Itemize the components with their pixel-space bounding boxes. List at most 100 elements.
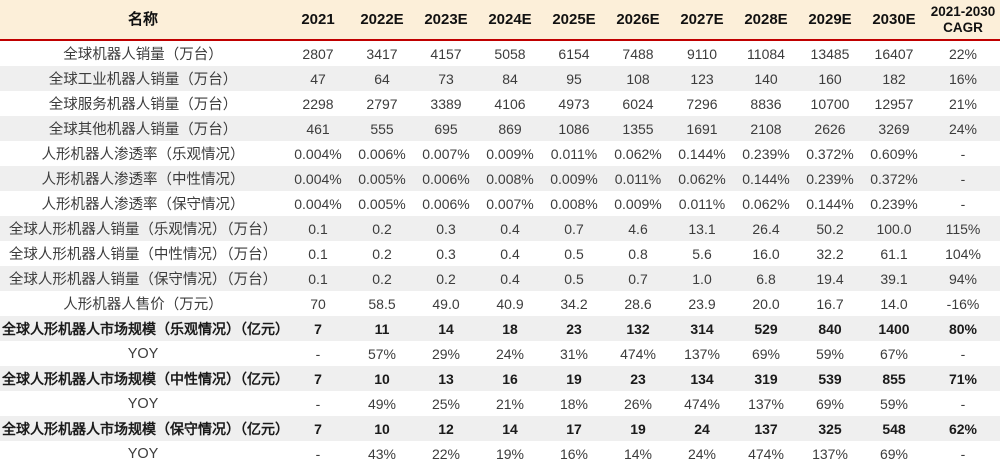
column-header-year: 2028E xyxy=(734,0,798,41)
table-row: 全球其他机器人销量（万台） 461 555 695 869 1086 1355 1691 210… xyxy=(0,116,1000,141)
cell-value: 3389 xyxy=(414,91,478,116)
cell-value: 0.005% xyxy=(350,191,414,216)
column-header-cagr: 2021-2030 CAGR xyxy=(926,0,1000,41)
cell-value: 69% xyxy=(798,391,862,416)
cell-value: 115% xyxy=(926,216,1000,241)
cell-value: 7488 xyxy=(606,40,670,66)
cell-value: 0.4 xyxy=(478,216,542,241)
cell-value: 80% xyxy=(926,316,1000,341)
cell-value: 39.1 xyxy=(862,266,926,291)
cell-value: 0.011% xyxy=(670,191,734,216)
cell-value: 67% xyxy=(862,341,926,366)
cell-value: 474% xyxy=(734,441,798,466)
cell-value: 0.009% xyxy=(542,166,606,191)
cell-value: 5.6 xyxy=(670,241,734,266)
cell-value: 16 xyxy=(478,366,542,391)
table-row: YOY -57% 29% 24% 31% 474% 137% 69% 59% 67% - xyxy=(0,341,1000,366)
cell-value: 58.5 xyxy=(350,291,414,316)
cell-value: 2626 xyxy=(798,116,862,141)
cell-value: 0.8 xyxy=(606,241,670,266)
cell-value: 7296 xyxy=(670,91,734,116)
cell-value: 94% xyxy=(926,266,1000,291)
table-row: 人形机器人渗透率（中性情况） 0.004% 0.005% 0.006% 0.008% 0.… xyxy=(0,166,1000,191)
cell-value: 0.144% xyxy=(798,191,862,216)
cell-value: 12 xyxy=(414,416,478,441)
table-row: 全球服务机器人销量（万台） 2298 2797 3389 4106 4973 6024 729… xyxy=(0,91,1000,116)
cell-value: 0.7 xyxy=(606,266,670,291)
cell-value: 137 xyxy=(734,416,798,441)
cell-value: 19.4 xyxy=(798,266,862,291)
cell-value: 0.006% xyxy=(414,191,478,216)
cell-value: 0.007% xyxy=(414,141,478,166)
row-label: 全球人形机器人市场规模（中性情况）（亿元） xyxy=(0,366,286,391)
cell-value: 10700 xyxy=(798,91,862,116)
cell-value: 11 xyxy=(350,316,414,341)
cell-value: 7 xyxy=(286,316,350,341)
cell-value: 4157 xyxy=(414,40,478,66)
cell-value: 0.372% xyxy=(798,141,862,166)
row-label: 全球机器人销量（万台） xyxy=(0,40,286,66)
cell-value: 22% xyxy=(414,441,478,466)
cell-value: 0.008% xyxy=(542,191,606,216)
cell-value: 314 xyxy=(670,316,734,341)
cell-value: 22% xyxy=(926,40,1000,66)
cell-value: 49.0 xyxy=(414,291,478,316)
row-label: 人形机器人渗透率（中性情况） xyxy=(0,166,286,191)
cell-value: 182 xyxy=(862,66,926,91)
cell-value: 0.609% xyxy=(862,141,926,166)
cell-value: 20.0 xyxy=(734,291,798,316)
cell-value: 14.0 xyxy=(862,291,926,316)
cell-value: 869 xyxy=(478,116,542,141)
cell-value: 0.372% xyxy=(862,166,926,191)
cell-value: 0.239% xyxy=(862,191,926,216)
cell-value: 11084 xyxy=(734,40,798,66)
cell-value: 25% xyxy=(414,391,478,416)
cell-value: 1086 xyxy=(542,116,606,141)
cell-value: 18 xyxy=(478,316,542,341)
cell-value: 59% xyxy=(862,391,926,416)
cell-value: 50.2 xyxy=(798,216,862,241)
cell-value: 0.239% xyxy=(734,141,798,166)
cell-value: 69% xyxy=(734,341,798,366)
cell-value: 14 xyxy=(414,316,478,341)
cell-value: 695 xyxy=(414,116,478,141)
cell-value: 0.2 xyxy=(350,241,414,266)
cell-value: 474% xyxy=(606,341,670,366)
cell-value: 16407 xyxy=(862,40,926,66)
cell-value: 0.1 xyxy=(286,216,350,241)
cell-value: 49% xyxy=(350,391,414,416)
cell-value: 855 xyxy=(862,366,926,391)
cell-value: 71% xyxy=(926,366,1000,391)
header-row: 名称 2021 2022E 2023E 2024E 2025E 2026E 2027E 2028… xyxy=(0,0,1000,41)
cell-value: 0.009% xyxy=(606,191,670,216)
cell-value: 17 xyxy=(542,416,606,441)
cell-value: 0.2 xyxy=(414,266,478,291)
table-row: 人形机器人售价（万元） 70 58.5 49.0 40.9 34.2 28.6 23.9 20.… xyxy=(0,291,1000,316)
cell-value: 325 xyxy=(798,416,862,441)
cell-value: 137% xyxy=(798,441,862,466)
cell-value: 137% xyxy=(734,391,798,416)
row-label: YOY xyxy=(0,391,286,416)
cell-value: 0.1 xyxy=(286,241,350,266)
row-label: 全球人形机器人销量（保守情况）（万台） xyxy=(0,266,286,291)
cell-value: 5058 xyxy=(478,40,542,66)
column-header-year: 2027E xyxy=(670,0,734,41)
cell-value: 23.9 xyxy=(670,291,734,316)
row-label: 人形机器人售价（万元） xyxy=(0,291,286,316)
cell-value: 0.004% xyxy=(286,141,350,166)
cell-value: 28.6 xyxy=(606,291,670,316)
cell-value: 16.0 xyxy=(734,241,798,266)
cell-value: 0.011% xyxy=(606,166,670,191)
cell-value: 16.7 xyxy=(798,291,862,316)
cell-value: 23 xyxy=(542,316,606,341)
cell-value: 23 xyxy=(606,366,670,391)
cell-value: - xyxy=(926,141,1000,166)
cell-value: 73 xyxy=(414,66,478,91)
cell-value: 474% xyxy=(670,391,734,416)
cell-value: 61.1 xyxy=(862,241,926,266)
cell-value: 0.2 xyxy=(350,266,414,291)
cell-value: 0.062% xyxy=(670,166,734,191)
cell-value: 3417 xyxy=(350,40,414,66)
table-body: 全球机器人销量（万台） 2807 3417 4157 5058 6154 7488 9110 1… xyxy=(0,40,1000,466)
